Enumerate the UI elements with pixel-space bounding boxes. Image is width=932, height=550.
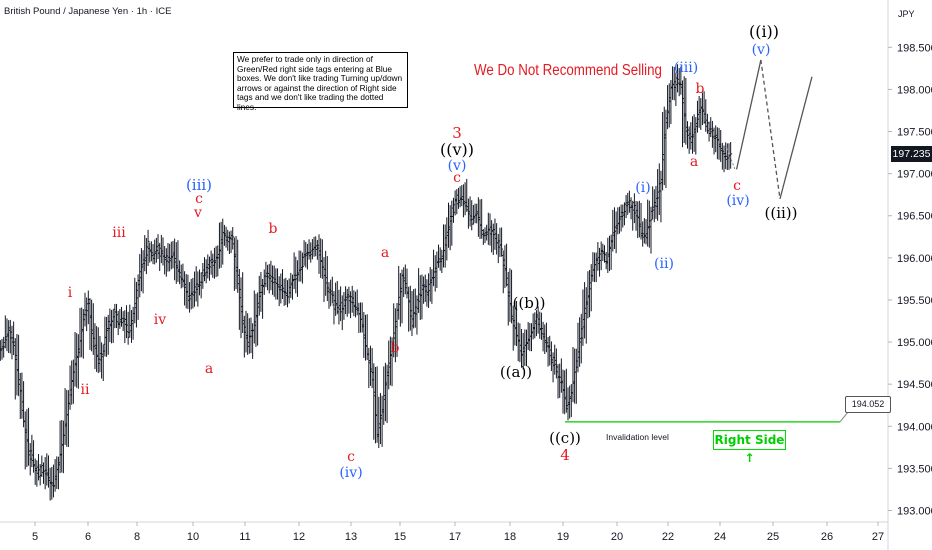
wave-label: (v) [752, 42, 771, 58]
y-tick-label: 196.000 [897, 253, 932, 265]
price-series [0, 64, 849, 501]
x-tick-label: 11 [239, 531, 250, 543]
projection-segment [779, 76, 813, 200]
wave-label: ((v)) [440, 140, 474, 159]
wave-label: (ii) [654, 256, 674, 272]
wave-label: ((c)) [549, 429, 581, 447]
wave-label: a [381, 245, 389, 261]
x-tick-label: 22 [662, 531, 674, 543]
x-tick-label: 13 [345, 531, 357, 543]
y-tick-label: 194.500 [897, 379, 932, 391]
x-tick-label: 19 [557, 531, 569, 543]
x-tick-label: 5 [32, 531, 38, 543]
headline-warning: We Do Not Recommend Selling [474, 62, 662, 79]
wave-label: iv [154, 312, 166, 328]
wave-label: (iii) [186, 176, 212, 194]
x-tick-label: 18 [504, 531, 516, 543]
wave-label: ((b)) [512, 294, 545, 312]
x-tick-label: 24 [714, 531, 726, 543]
y-tick-label: 193.500 [897, 463, 932, 475]
price-axis: 193.000 193.500 194.000 194.500 195.000 195.5… [888, 42, 932, 518]
wave-label: b [696, 81, 705, 97]
x-tick-label: 15 [394, 531, 406, 543]
y-tick-label: 197.000 [897, 169, 932, 181]
wave-label: a [690, 154, 698, 170]
wave-projection [726, 59, 813, 200]
right-side-tag: Right Side ↑ [713, 430, 786, 465]
current-price-tag: 197.235 [891, 146, 932, 162]
wave-label: (iv) [339, 465, 362, 481]
invalidation-price-tag: 194.052 [845, 396, 891, 413]
y-tick-label: 196.500 [897, 211, 932, 223]
price-axis-divider [0, 0, 889, 550]
y-tick-label: 198.000 [897, 84, 932, 96]
wave-label: a [205, 361, 213, 377]
y-tick-label: 194.000 [897, 421, 932, 433]
wave-label: v [193, 205, 202, 221]
wave-label: 3 [452, 124, 462, 142]
x-tick-label: 10 [187, 531, 199, 543]
currency-label: JPY [898, 9, 915, 19]
invalidation-connector [839, 411, 849, 423]
wave-label: ii [81, 382, 90, 398]
x-tick-label: 6 [85, 531, 91, 543]
projection-segment [760, 59, 781, 199]
wave-label: c [733, 178, 741, 194]
wave-label: (iii) [674, 60, 698, 76]
y-tick-label: 197.500 [897, 127, 932, 139]
x-tick-label: 20 [611, 531, 623, 543]
x-tick-label: 26 [821, 531, 833, 543]
time-axis: 5 6 8 10 11 12 13 15 17 18 19 20 22 24 25 26 27 [32, 522, 884, 543]
trading-note: We prefer to trade only in direction of … [233, 52, 408, 112]
wave-label: (iv) [726, 193, 749, 209]
x-tick-label: 12 [293, 531, 305, 543]
wave-label: c [453, 170, 461, 186]
y-tick-label: 195.500 [897, 295, 932, 307]
x-tick-label: 27 [872, 531, 884, 543]
wave-label: b [391, 340, 400, 356]
x-tick-label: 17 [449, 531, 461, 543]
wave-label: c [347, 449, 355, 465]
wave-label: c [195, 191, 203, 207]
chart-title: British Pound / Japanese Yen · 1h · ICE [4, 6, 172, 17]
x-tick-label: 25 [767, 531, 779, 543]
wave-label: (v) [448, 158, 467, 174]
wave-label: i [68, 285, 73, 301]
x-tick-label: 8 [134, 531, 140, 543]
wave-label: ((i)) [749, 22, 779, 41]
wave-label: ((a)) [500, 363, 532, 381]
y-tick-label: 198.500 [897, 42, 932, 54]
wave-label: ((ii)) [764, 204, 797, 222]
y-tick-label: 193.000 [897, 506, 932, 518]
wave-labels: iiiiiiiv(iii)cvabc(iv)ab3((v))(v)c((b))(… [68, 22, 798, 481]
wave-label: (i) [635, 180, 650, 196]
invalidation-label: Invalidation level [606, 432, 669, 442]
wave-label: 4 [560, 446, 570, 464]
wave-label: b [269, 221, 278, 237]
wave-label: iii [112, 225, 126, 241]
projection-segment [735, 59, 762, 170]
y-tick-label: 195.000 [897, 337, 932, 349]
